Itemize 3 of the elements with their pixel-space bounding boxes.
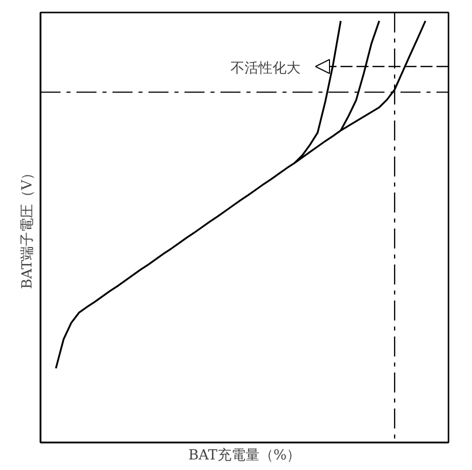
y-axis-title: BAT端子電圧（V）	[20, 166, 36, 290]
x-axis-title: BAT充電量（%）	[188, 448, 301, 464]
annotation: 不活性化大	[230, 60, 300, 76]
